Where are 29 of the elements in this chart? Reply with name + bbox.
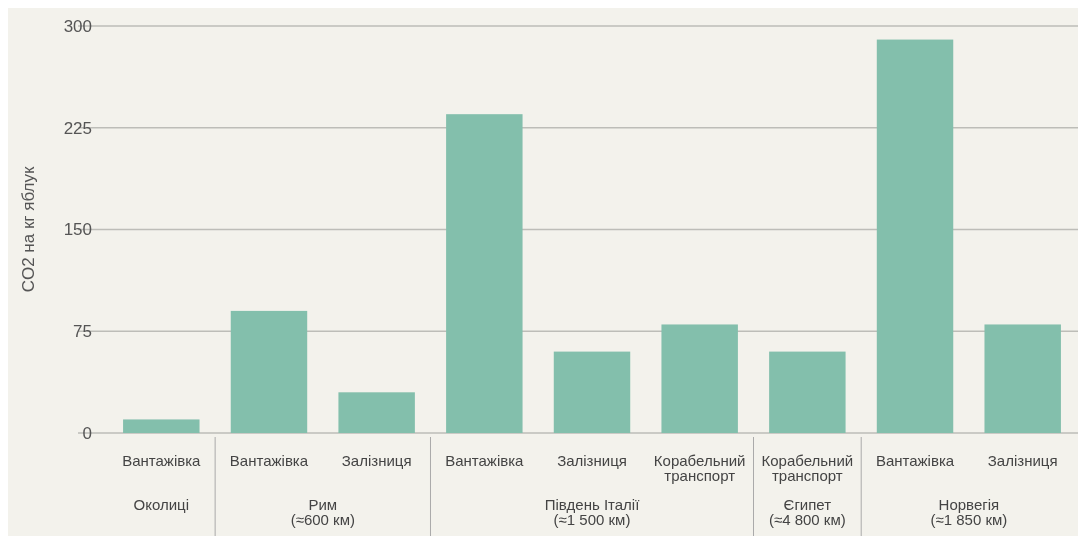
x-tick-label: Вантажівка — [122, 452, 202, 469]
x-tick-label: Корабельний транспорт — [761, 452, 854, 484]
x-tick-label: Вантажівка — [229, 452, 309, 469]
text: Рим (≈600 км) — [290, 496, 355, 528]
bar — [876, 39, 954, 433]
bar — [446, 114, 523, 433]
y-tick-label: 75 — [73, 322, 92, 342]
text: Південь Італії (≈1 500 км) — [544, 496, 641, 528]
y-tick-label: 225 — [63, 118, 92, 138]
bar — [984, 324, 1061, 433]
text: Єгипет (≈4 800 км) — [768, 496, 846, 528]
y-tick-label: 0 — [82, 423, 92, 443]
bar — [123, 419, 200, 433]
x-tick-label: Корабельний транспорт — [653, 452, 746, 484]
bar — [769, 351, 846, 433]
x-tick-label: Вантажівка — [445, 452, 525, 469]
y-tick-label: 150 — [63, 220, 92, 240]
bar — [553, 351, 631, 433]
text: Околиці — [133, 496, 190, 513]
bar — [230, 310, 308, 433]
text: Норвегія (≈1 850 км) — [930, 496, 1008, 528]
y-axis-title: CO2 на кг яблук — [19, 166, 38, 293]
bar — [661, 324, 738, 433]
x-tick-label: Залізниця — [987, 452, 1058, 469]
x-tick-label: Вантажівка — [875, 452, 955, 469]
x-tick-label: Залізниця — [341, 452, 412, 469]
y-tick-label: 300 — [63, 16, 92, 36]
bar — [338, 392, 415, 433]
x-tick-label: Залізниця — [557, 452, 627, 469]
